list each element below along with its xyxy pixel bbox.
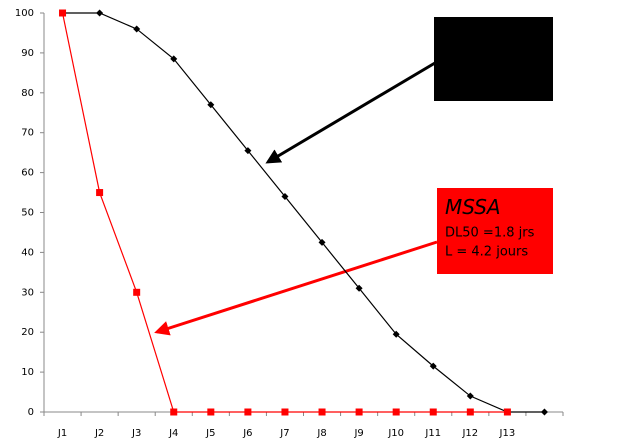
annotation-line: L = 4.2 jours <box>445 245 528 260</box>
y-tick-label: 50 <box>21 208 34 219</box>
point <box>429 362 437 370</box>
point <box>133 288 141 296</box>
x-tick-label: J8 <box>316 428 326 439</box>
point <box>355 284 363 292</box>
point <box>392 330 400 338</box>
series-line <box>62 12 545 413</box>
point <box>207 101 215 109</box>
x-tick-label: J4 <box>168 428 178 439</box>
x-tick-label: J3 <box>131 428 141 439</box>
arrow <box>265 58 441 164</box>
annotation-box <box>437 188 553 274</box>
point <box>466 392 474 400</box>
point <box>96 189 104 197</box>
annotation-title: MSSA <box>445 195 501 219</box>
x-tick-label: J2 <box>94 428 104 439</box>
y-tick-label: 60 <box>21 168 34 179</box>
point <box>429 408 437 416</box>
point <box>540 408 548 416</box>
y-tick-label: 100 <box>15 8 34 19</box>
y-tick-label: 30 <box>21 287 34 298</box>
y-tick-label: 70 <box>21 128 34 139</box>
annotation-line: L = 13 jrs <box>442 74 505 89</box>
point <box>96 9 104 17</box>
y-tick-label: 80 <box>21 88 34 99</box>
y-tick-label: 90 <box>21 48 34 59</box>
x-tick-label: J9 <box>353 428 363 439</box>
x-tick-label: J1 <box>57 428 67 439</box>
annotation-title: OP50 (O FV) <box>442 24 539 48</box>
annotation-title-text: OP50 <box>442 24 495 48</box>
point <box>318 238 326 246</box>
point <box>170 55 178 63</box>
annotation-title-text: MSSA <box>445 195 501 219</box>
x-tick-label: J6 <box>242 428 252 439</box>
point <box>392 408 400 416</box>
x-tick-label: J12 <box>461 428 478 439</box>
y-tick-label: 20 <box>21 327 34 338</box>
point <box>133 25 141 33</box>
y-tick-label: 0 <box>28 407 34 418</box>
point <box>355 408 363 416</box>
annotation-line: DL50 =1.8 jrs <box>445 226 535 241</box>
x-tick-label: J11 <box>424 428 441 439</box>
x-tick-label: J10 <box>387 428 404 439</box>
point <box>244 147 252 155</box>
arrow <box>154 240 438 336</box>
point <box>466 408 474 416</box>
y-tick-label: 40 <box>21 247 34 258</box>
point <box>170 408 178 416</box>
point <box>207 408 215 416</box>
y-tick-label: 10 <box>21 367 34 378</box>
annotation-subtitle: (O FV) <box>502 30 540 44</box>
annotation-box <box>434 17 553 101</box>
x-tick-label: J5 <box>205 428 215 439</box>
x-tick-label: J7 <box>279 428 289 439</box>
point <box>318 408 326 416</box>
annotation-line: DL50=7,1 jrs <box>442 55 527 70</box>
point <box>59 9 67 17</box>
point <box>244 408 252 416</box>
point <box>281 193 289 201</box>
point <box>281 408 289 416</box>
x-tick-label: J13 <box>499 428 516 439</box>
point <box>503 408 511 416</box>
